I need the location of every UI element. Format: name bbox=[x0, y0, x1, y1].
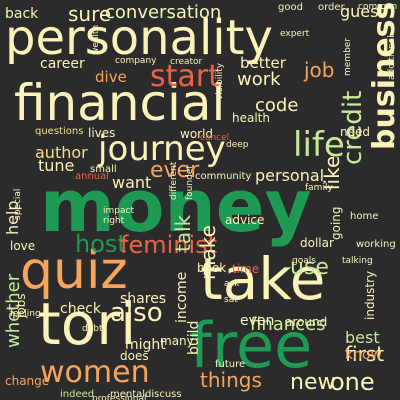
word-love: love bbox=[10, 239, 36, 253]
word-impact: impact bbox=[103, 206, 134, 216]
word-family: family bbox=[305, 183, 333, 193]
word-host: host bbox=[75, 230, 127, 258]
word-take: take bbox=[200, 245, 326, 313]
word-career: career bbox=[40, 56, 85, 72]
word-change: change bbox=[5, 374, 50, 388]
word-best: best bbox=[345, 328, 380, 347]
word-discuss: discuss bbox=[145, 389, 182, 400]
word-working: working bbox=[356, 239, 396, 250]
word-feeling: feeling bbox=[10, 309, 41, 319]
word-dollar: dollar bbox=[300, 236, 334, 250]
word-company: company bbox=[115, 56, 157, 66]
word-member: member bbox=[343, 37, 353, 76]
word-many: many bbox=[160, 334, 194, 348]
word-talking: talking bbox=[342, 256, 373, 266]
word-might: might bbox=[125, 337, 166, 353]
word-book: book bbox=[197, 261, 227, 275]
word-first: first bbox=[345, 342, 385, 366]
word-guest: guest bbox=[340, 2, 385, 21]
word-future: future bbox=[215, 359, 246, 370]
word-job: job bbox=[304, 58, 335, 82]
word-use: use bbox=[290, 255, 329, 280]
word-home: home bbox=[350, 211, 379, 222]
word-start: start bbox=[150, 59, 220, 94]
word-shares: shares bbox=[120, 291, 167, 307]
word-work: work bbox=[237, 69, 281, 90]
word-want: want bbox=[112, 173, 152, 192]
word-common: common bbox=[358, 2, 398, 12]
word-community: community bbox=[195, 171, 252, 182]
word-money: money bbox=[40, 164, 312, 248]
word-finances: finances bbox=[250, 314, 326, 335]
word-feminist: feminist bbox=[120, 231, 218, 259]
word-tori: tori bbox=[38, 290, 137, 358]
word-know: know bbox=[345, 347, 382, 363]
word-personal: personal bbox=[255, 166, 325, 185]
word-annual: annual bbox=[75, 171, 110, 182]
word-questions: questions bbox=[35, 126, 84, 137]
word-wealth: wealth bbox=[91, 24, 101, 55]
word-additional: additional bbox=[387, 35, 397, 80]
word-order: order bbox=[318, 2, 345, 13]
word-different: different bbox=[169, 161, 179, 200]
word-time: time bbox=[232, 262, 260, 276]
word-goals: goals bbox=[292, 256, 316, 266]
word-conversation: conversation bbox=[105, 2, 222, 23]
word-around: around bbox=[285, 315, 328, 329]
word-does: does bbox=[120, 349, 149, 363]
word-creator: creator bbox=[170, 57, 203, 67]
word-industry: industry bbox=[363, 270, 377, 320]
word-new: new bbox=[290, 370, 336, 395]
word-women: women bbox=[40, 355, 150, 390]
word-lives: lives bbox=[88, 126, 116, 140]
word-better: better bbox=[240, 54, 286, 72]
word-also: also bbox=[110, 298, 163, 328]
word-talk: talk bbox=[171, 214, 195, 252]
word-health: health bbox=[232, 111, 270, 125]
word-back: back bbox=[5, 6, 39, 22]
word-one: one bbox=[330, 368, 375, 396]
word-sat: sat bbox=[224, 295, 238, 305]
word-small: small bbox=[90, 164, 117, 175]
word-ask: ask bbox=[224, 279, 240, 289]
word-life: life bbox=[293, 125, 345, 165]
word-cancel: cancel bbox=[200, 133, 230, 143]
word-advice: advice bbox=[225, 213, 265, 227]
word-world: world bbox=[180, 127, 214, 141]
word-going: going bbox=[329, 206, 343, 240]
word-income: income bbox=[174, 271, 190, 323]
word-right: right bbox=[103, 216, 125, 226]
word-things: things bbox=[200, 368, 262, 392]
word-financial: financial bbox=[14, 74, 226, 132]
word-need: need bbox=[340, 125, 370, 139]
word-debt: debt bbox=[82, 324, 103, 334]
word-author: author bbox=[35, 143, 88, 162]
word-professional: professional bbox=[92, 394, 147, 400]
word-code: code bbox=[255, 95, 299, 116]
word-expert: expert bbox=[280, 29, 310, 39]
word-tune: tune bbox=[38, 156, 75, 175]
word-special: special bbox=[13, 188, 23, 220]
word-visibility: visibility bbox=[215, 62, 225, 100]
word-personality: personality bbox=[5, 10, 273, 66]
word-quiz: quiz bbox=[20, 241, 128, 301]
word-mental: mental bbox=[110, 389, 146, 400]
word-indeed: indeed bbox=[60, 389, 95, 400]
word-sure: sure bbox=[68, 2, 112, 26]
word-ever: ever bbox=[150, 158, 200, 183]
word-dive: dive bbox=[95, 68, 127, 86]
word-good: good bbox=[278, 2, 303, 13]
word-journey: journey bbox=[98, 129, 226, 169]
word-founder: founder bbox=[185, 164, 195, 200]
word-free: free bbox=[190, 309, 313, 382]
word-deep: deep bbox=[226, 140, 249, 150]
word-even: even bbox=[240, 313, 275, 329]
word-check: check bbox=[60, 301, 101, 317]
